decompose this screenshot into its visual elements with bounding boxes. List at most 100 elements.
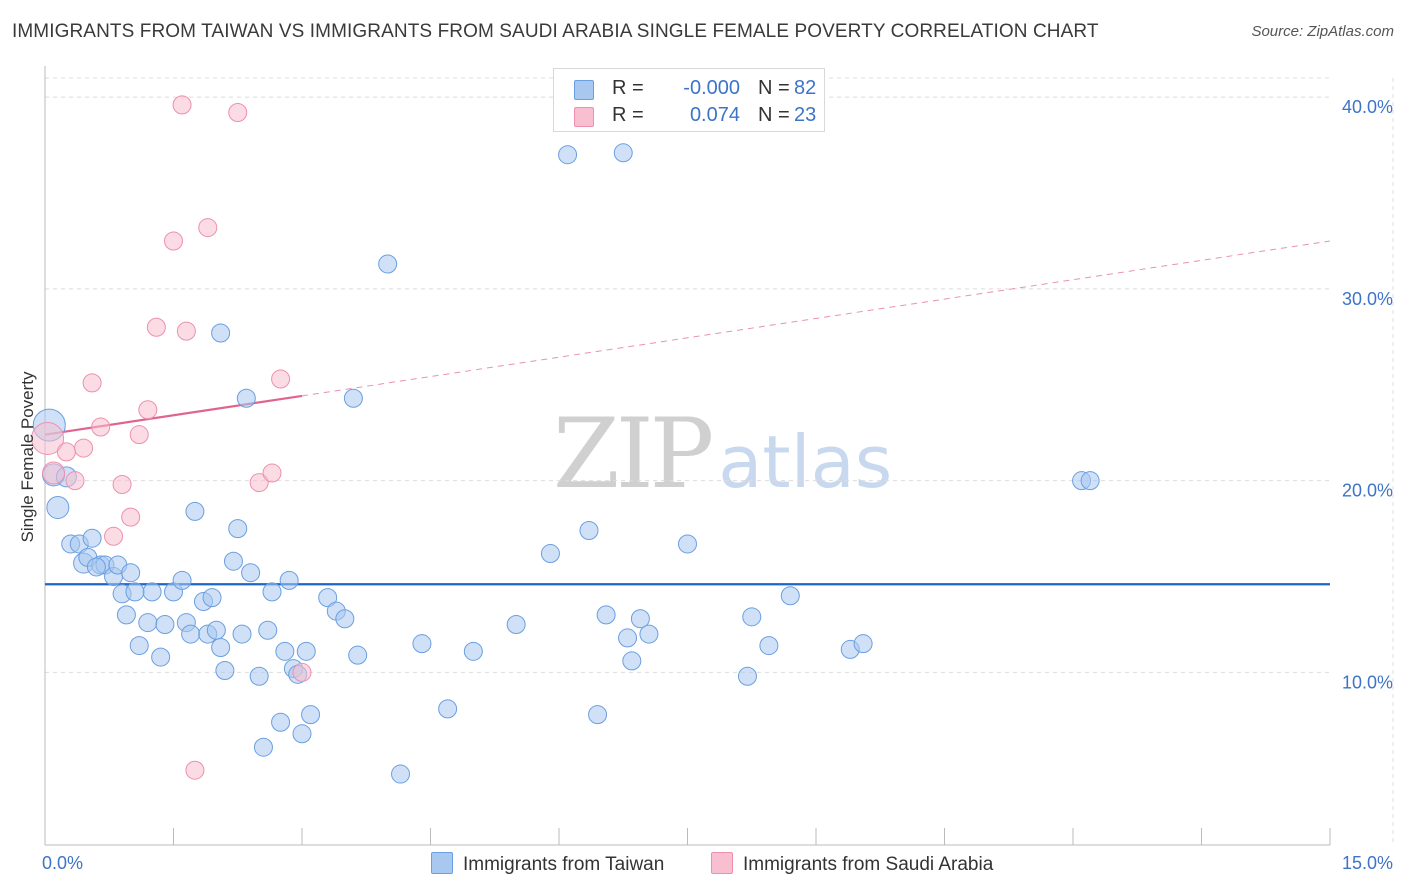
- taiwan-point: [223, 551, 243, 571]
- taiwan-point: [185, 501, 205, 521]
- saudi-point: [42, 461, 66, 485]
- taiwan-point: [678, 534, 697, 554]
- saudi-point: [271, 369, 291, 389]
- zipatlas-watermark: ZIP atlas: [553, 398, 892, 510]
- taiwan-point: [206, 620, 226, 640]
- watermark-zip: ZIP: [553, 398, 714, 510]
- legend-item-saudi: Immigrants from Saudi Arabia: [711, 852, 993, 876]
- data-points: [31, 95, 1100, 784]
- taiwan-point: [613, 143, 633, 163]
- saudi-point: [172, 95, 192, 115]
- watermark-atlas: atlas: [718, 420, 893, 504]
- axes: [44, 66, 1331, 846]
- taiwan-legend-swatch: [431, 852, 453, 874]
- y-tick-label: 40.0%: [1342, 97, 1393, 117]
- saudi-point: [91, 417, 111, 437]
- taiwan-point: [121, 563, 141, 583]
- taiwan-point: [737, 666, 757, 686]
- taiwan-point: [279, 570, 299, 590]
- n-label: N =: [758, 104, 790, 126]
- tick-labels: 10.0% 20.0% 30.0% 40.0% 0.0% 15.0%: [42, 97, 1393, 873]
- saudi-point: [176, 321, 196, 341]
- taiwan-point: [596, 605, 616, 625]
- taiwan-point: [391, 764, 411, 784]
- taiwan-point: [151, 647, 171, 667]
- taiwan-point: [129, 636, 149, 656]
- y-tick-label: 10.0%: [1342, 672, 1393, 692]
- r-label: R =: [612, 77, 644, 99]
- taiwan-point: [780, 586, 800, 606]
- taiwan-point: [46, 496, 70, 520]
- saudi-point: [65, 471, 85, 491]
- saudi-point: [112, 475, 132, 495]
- taiwan-point: [296, 641, 316, 661]
- saudi-point: [121, 507, 141, 527]
- taiwan-point: [292, 724, 312, 744]
- taiwan-point: [258, 620, 278, 640]
- saudi-point: [198, 218, 218, 238]
- taiwan-point: [228, 519, 248, 539]
- taiwan-point: [211, 323, 231, 343]
- trend-lines: [44, 240, 1331, 586]
- source-credit: Source: ZipAtlas.com: [1251, 23, 1394, 40]
- taiwan-point: [125, 582, 145, 602]
- taiwan-point: [82, 528, 102, 548]
- taiwan-point: [181, 624, 201, 644]
- legend-item-taiwan: Immigrants from Taiwan: [431, 852, 664, 876]
- taiwan-point: [639, 624, 659, 644]
- r-label: R =: [612, 104, 644, 126]
- saudi-trend-line-solid: [44, 394, 303, 436]
- taiwan-point: [232, 624, 252, 644]
- saudi-trend-line-dashed: [301, 240, 1331, 397]
- saudi-point: [228, 103, 248, 123]
- saudi-point: [104, 526, 124, 546]
- saudi-point: [292, 662, 312, 682]
- taiwan-point: [249, 666, 269, 686]
- chart-title: IMMIGRANTS FROM TAIWAN VS IMMIGRANTS FRO…: [12, 21, 1099, 42]
- saudi-point: [164, 231, 183, 251]
- taiwan-swatch: [574, 80, 594, 100]
- x-tick-label: 15.0%: [1342, 853, 1393, 873]
- taiwan-point: [759, 636, 779, 656]
- saudi-point: [249, 473, 269, 493]
- saudi-point: [56, 442, 76, 462]
- saudi-legend-swatch: [711, 852, 733, 874]
- saudi-point: [262, 463, 282, 483]
- taiwan-point: [241, 563, 261, 583]
- y-tick-label: 20.0%: [1342, 481, 1393, 501]
- taiwan-legend-label: Immigrants from Taiwan: [463, 854, 665, 875]
- taiwan-point: [558, 145, 578, 165]
- n-value: 23: [794, 104, 817, 126]
- taiwan-point: [742, 607, 762, 627]
- taiwan-point: [622, 651, 642, 671]
- taiwan-point: [236, 388, 256, 408]
- taiwan-point: [378, 254, 398, 274]
- taiwan-point: [618, 628, 638, 648]
- saudi-point: [74, 438, 94, 458]
- taiwan-point: [412, 634, 432, 654]
- taiwan-point: [138, 613, 158, 633]
- taiwan-point: [1080, 471, 1100, 491]
- y-axis-label: Single Female Poverty: [18, 371, 37, 543]
- y-tick-label: 30.0%: [1342, 289, 1393, 309]
- taiwan-point: [318, 588, 338, 608]
- gridlines: [45, 77, 1394, 845]
- taiwan-point: [463, 641, 483, 661]
- taiwan-point: [275, 641, 295, 661]
- taiwan-point: [348, 645, 368, 665]
- taiwan-point: [253, 737, 273, 757]
- n-label: N =: [758, 77, 790, 99]
- taiwan-point: [506, 614, 526, 634]
- taiwan-point: [301, 705, 321, 725]
- saudi-point: [146, 317, 166, 337]
- saudi-point: [185, 760, 205, 780]
- taiwan-point: [202, 588, 222, 608]
- r-value: -0.000: [683, 77, 740, 99]
- n-value: 82: [794, 77, 817, 99]
- saudi-point: [129, 425, 149, 445]
- taiwan-point: [579, 521, 599, 541]
- saudi-legend-label: Immigrants from Saudi Arabia: [743, 854, 994, 875]
- taiwan-point: [335, 609, 355, 629]
- taiwan-point: [853, 634, 873, 654]
